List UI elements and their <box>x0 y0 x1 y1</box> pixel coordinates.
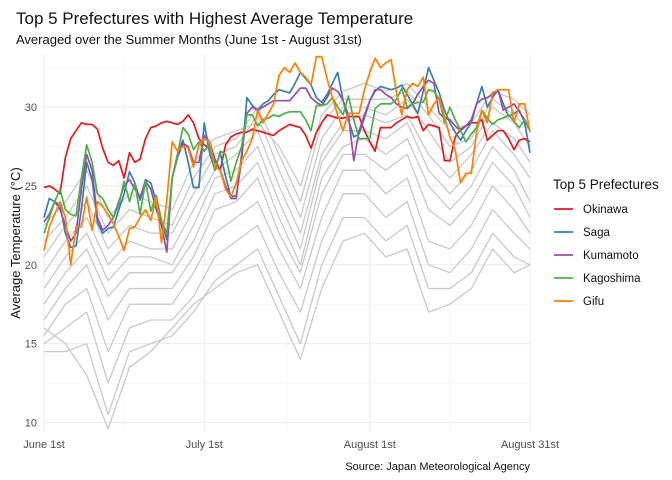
top5-lines <box>43 55 531 266</box>
legend-label: Kagoshima <box>583 273 641 285</box>
other-prefecture-line <box>43 153 531 321</box>
other-prefecture-line <box>43 137 531 305</box>
legend-label: Kumamoto <box>583 250 639 262</box>
legend-item-kumamoto: Kumamoto <box>554 250 639 262</box>
grid <box>43 55 531 432</box>
other-prefecture-line <box>43 169 531 353</box>
x-tick-label: June 1st <box>23 439 65 451</box>
legend-label: Saga <box>583 227 610 239</box>
legend-title: Top 5 Prefectures <box>553 177 659 192</box>
series-line-saga <box>43 66 531 249</box>
y-tick-label: 25 <box>25 181 37 193</box>
legend-item-gifu: Gifu <box>554 296 604 308</box>
other-prefecture-line <box>44 216 531 416</box>
y-tick-label: 15 <box>25 339 37 351</box>
legend: Top 5 Prefectures Okinawa Saga Kumamoto Kag… <box>553 177 659 308</box>
legend-label: Okinawa <box>583 204 628 216</box>
y-axis-ticks: 10 15 20 25 30 <box>25 102 37 429</box>
other-prefecture-line <box>43 122 531 289</box>
series-line-okinawa <box>43 114 531 195</box>
y-tick-label: 10 <box>25 418 37 430</box>
y-tick-label: 30 <box>25 102 37 114</box>
y-tick-label: 20 <box>25 260 37 272</box>
legend-item-okinawa: Okinawa <box>554 204 628 216</box>
chart-subtitle: Averaged over the Summer Months (June 1s… <box>16 32 362 47</box>
legend-item-kagoshima: Kagoshima <box>554 273 641 285</box>
series-line-kagoshima <box>43 87 531 235</box>
y-axis-title: Average Temperature (°C) <box>8 167 23 318</box>
x-tick-label: July 1st <box>186 439 223 451</box>
caption: Source: Japan Meteorological Agency <box>345 461 530 473</box>
other-prefecture-line <box>43 98 531 258</box>
legend-label: Gifu <box>583 296 604 308</box>
other-prefecture-line <box>43 193 531 384</box>
series-line-gifu <box>43 55 531 266</box>
x-tick-label: August 1st <box>344 439 396 451</box>
x-axis-ticks: June 1st July 1st August 1st August 31st <box>23 439 559 451</box>
legend-item-saga: Saga <box>554 227 610 239</box>
other-prefecture-line <box>43 232 531 430</box>
chart-title: Top 5 Prefectures with Highest Average T… <box>16 9 413 28</box>
x-tick-label: August 31st <box>501 439 559 451</box>
